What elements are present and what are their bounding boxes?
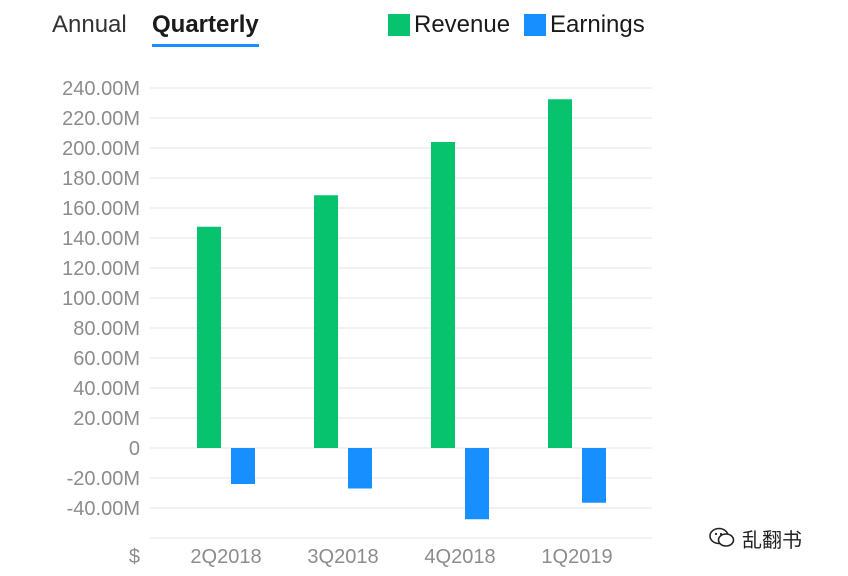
legend-label-earnings: Earnings [550, 11, 645, 38]
revenue-bar-4Q2018[interactable] [431, 142, 455, 448]
y-tick-label: 180.00M [62, 168, 140, 190]
watermark-text: 乱翻书 [742, 527, 802, 552]
x-tick-label: 3Q2018 [307, 546, 378, 568]
y-tick-label: 200.00M [62, 138, 140, 160]
legend-item-revenue[interactable]: Revenue [388, 8, 510, 42]
revenue-bar-1Q2019[interactable] [548, 99, 572, 448]
x-tick-label: 2Q2018 [190, 546, 261, 568]
revenue-bar-2Q2018[interactable] [197, 226, 221, 448]
tab-quarterly[interactable]: Quarterly [152, 8, 259, 47]
y-tick-label: 240.00M [62, 78, 140, 100]
y-tick-label: 40.00M [73, 378, 140, 400]
earnings-bar-1Q2019[interactable] [582, 448, 606, 503]
revenue-bar-3Q2018[interactable] [314, 195, 338, 448]
earnings-swatch [524, 14, 546, 36]
x-tick-label: 1Q2019 [541, 546, 612, 568]
legend-label-revenue: Revenue [414, 11, 511, 38]
y-tick-label: 60.00M [73, 348, 140, 370]
earnings-bar-3Q2018[interactable] [348, 448, 372, 489]
earnings-bar-4Q2018[interactable] [465, 448, 489, 520]
x-tick-label: 4Q2018 [424, 546, 495, 568]
y-tick-label: 120.00M [62, 258, 140, 280]
y-tick-label: 0 [129, 438, 140, 460]
y-tick-label: 80.00M [73, 318, 140, 340]
revenue-swatch [388, 14, 410, 36]
y-tick-label: 220.00M [62, 108, 140, 130]
watermark: 乱翻书 [708, 522, 802, 554]
y-tick-label: 160.00M [62, 198, 140, 220]
y-axis-ticks: 240.00M 220.00M 200.00M 180.00M 160.00M 140.0… [62, 78, 140, 520]
y-tick-label: 100.00M [62, 288, 140, 310]
legend-item-earnings[interactable]: Earnings [524, 8, 645, 42]
y-tick-label: 140.00M [62, 228, 140, 250]
y-tick-label: 20.00M [73, 408, 140, 430]
y-tick-label: -20.00M [67, 468, 140, 490]
y-tick-label: -40.00M [67, 498, 140, 520]
currency-label: $ [129, 546, 140, 568]
wechat-official-account-icon [709, 527, 735, 547]
earnings-bar-2Q2018[interactable] [231, 448, 255, 484]
x-axis-ticks: 2Q2018 3Q2018 4Q2018 1Q2019 [190, 546, 612, 568]
bars [197, 99, 606, 520]
tab-annual[interactable]: Annual [52, 11, 127, 38]
grid-lines [150, 87, 652, 539]
